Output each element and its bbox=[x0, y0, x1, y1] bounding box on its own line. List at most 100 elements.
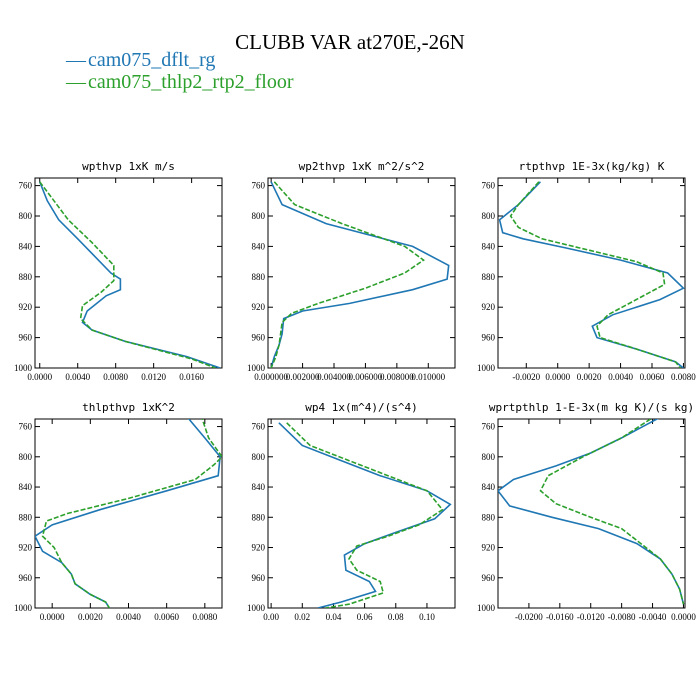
x-tick-label: 0.002000 bbox=[286, 372, 320, 382]
y-tick-label: 960 bbox=[482, 573, 496, 583]
x-tick-label: 0.0060 bbox=[640, 372, 665, 382]
y-tick-label: 840 bbox=[252, 482, 266, 492]
y-tick-label: 920 bbox=[19, 302, 33, 312]
y-tick-label: 760 bbox=[252, 422, 266, 432]
series-line-1 bbox=[38, 181, 221, 368]
y-tick-label: 760 bbox=[19, 422, 33, 432]
series-line-2 bbox=[39, 181, 216, 368]
x-tick-label: 0.0040 bbox=[608, 372, 633, 382]
x-tick-label: -0.0040 bbox=[639, 612, 667, 622]
legend: — cam075_dflt_rg — cam075_thlp2_rtp2_floor bbox=[66, 49, 294, 93]
legend-line-solid-icon: — bbox=[66, 49, 86, 71]
y-tick-label: 840 bbox=[482, 241, 496, 251]
panel-title: thlpthvp 1xK^2 bbox=[82, 401, 175, 414]
series-line-1 bbox=[498, 419, 685, 605]
x-tick-label: 0.004000 bbox=[317, 372, 351, 382]
x-tick-label: -0.0120 bbox=[577, 612, 605, 622]
panel-frame bbox=[267, 418, 456, 609]
x-tick-label: -0.0080 bbox=[608, 612, 636, 622]
y-tick-label: 840 bbox=[252, 241, 266, 251]
y-tick-label: 920 bbox=[482, 302, 496, 312]
y-tick-label: 880 bbox=[252, 272, 266, 282]
y-tick-label: 880 bbox=[482, 512, 496, 522]
y-tick-label: 920 bbox=[19, 543, 33, 553]
y-tick-label: 920 bbox=[482, 543, 496, 553]
x-tick-label: 0.0000 bbox=[27, 372, 52, 382]
x-tick-label: 0.0000 bbox=[671, 612, 696, 622]
y-tick-label: 800 bbox=[252, 452, 266, 462]
y-tick-label: 880 bbox=[19, 272, 33, 282]
panel-frame bbox=[497, 177, 686, 369]
series-line-2 bbox=[270, 181, 425, 368]
x-tick-label: 0.10 bbox=[419, 612, 435, 622]
series-line-1 bbox=[498, 181, 685, 368]
series-line-1 bbox=[278, 422, 452, 608]
x-tick-label: -0.0160 bbox=[546, 612, 574, 622]
figure-title: CLUBB VAR at270E,-26N bbox=[235, 30, 465, 54]
x-tick-label: -0.0200 bbox=[515, 612, 543, 622]
y-tick-label: 760 bbox=[252, 181, 266, 191]
panel-frame bbox=[34, 177, 223, 369]
panel-title: wprtpthlp 1-E-3x(m kg K)/(s kg) bbox=[489, 401, 694, 414]
x-tick-label: 0.0160 bbox=[179, 372, 204, 382]
panel-frame bbox=[497, 418, 686, 609]
series-line-2 bbox=[539, 419, 685, 605]
x-tick-label: 0.02 bbox=[294, 612, 310, 622]
x-tick-label: 0.0040 bbox=[65, 372, 90, 382]
panel-6: wprtpthlp 1-E-3x(m kg K)/(s kg) 760 800 840… bbox=[477, 401, 696, 622]
y-tick-label: 800 bbox=[19, 211, 33, 221]
y-tick-label: 960 bbox=[482, 333, 496, 343]
y-tick-label: 960 bbox=[19, 333, 33, 343]
x-tick-label: 0.0080 bbox=[192, 612, 217, 622]
panel-1: wpthvp 1xK m/s76080084088092096010000.00… bbox=[14, 160, 223, 382]
y-tick-label: 840 bbox=[19, 241, 33, 251]
panel-5: wp4 1x(m^4)/(s^4)76080084088092096010000… bbox=[247, 401, 456, 622]
panel-title: wpthvp 1xK m/s bbox=[82, 160, 175, 173]
y-tick-label: 800 bbox=[482, 452, 496, 462]
series-line-1 bbox=[35, 419, 221, 608]
y-tick-label: 880 bbox=[19, 512, 33, 522]
y-tick-label: 760 bbox=[19, 181, 33, 191]
panel-frame bbox=[267, 177, 456, 369]
x-tick-label: 0.0000 bbox=[40, 612, 65, 622]
legend-label-1: cam075_dflt_rg bbox=[88, 49, 216, 71]
y-tick-label: 800 bbox=[252, 211, 266, 221]
series-line-2 bbox=[41, 419, 222, 608]
y-tick-label: 840 bbox=[482, 482, 496, 492]
x-tick-label: 0.0080 bbox=[671, 372, 696, 382]
y-tick-label: 880 bbox=[482, 272, 496, 282]
y-tick-label: 960 bbox=[252, 333, 266, 343]
y-tick-label: 1000 bbox=[477, 363, 496, 373]
x-tick-label: 0.00 bbox=[263, 612, 279, 622]
x-tick-label: 0.0060 bbox=[154, 612, 179, 622]
series-line-2 bbox=[509, 181, 681, 368]
x-tick-label: 0.0120 bbox=[141, 372, 166, 382]
x-tick-label: 0.06 bbox=[357, 612, 373, 622]
panel-title: wp2thvp 1xK m^2/s^2 bbox=[299, 160, 425, 173]
x-tick-label: 0.0020 bbox=[577, 372, 602, 382]
y-tick-label: 760 bbox=[482, 181, 496, 191]
series-line-2 bbox=[286, 422, 444, 608]
y-tick-label: 880 bbox=[252, 512, 266, 522]
y-tick-label: 1000 bbox=[477, 603, 496, 613]
x-tick-label: 0.010000 bbox=[411, 372, 445, 382]
panel-2: wp2thvp 1xK m^2/s^2 760 800 840 880 920 960 100… bbox=[247, 160, 456, 382]
y-tick-label: 920 bbox=[252, 543, 266, 553]
y-tick-label: 760 bbox=[482, 422, 496, 432]
x-tick-label: 0.000000 bbox=[254, 372, 288, 382]
y-tick-label: 800 bbox=[19, 452, 33, 462]
x-tick-label: 0.08 bbox=[388, 612, 404, 622]
x-tick-label: 0.006000 bbox=[349, 372, 383, 382]
y-tick-label: 1000 bbox=[14, 603, 33, 613]
y-tick-label: 840 bbox=[19, 482, 33, 492]
series-line-1 bbox=[270, 181, 450, 368]
x-tick-label: 0.0080 bbox=[103, 372, 128, 382]
legend-line-dashed-icon: — bbox=[66, 71, 86, 93]
legend-entry-1: — cam075_dflt_rg bbox=[66, 49, 294, 71]
y-tick-label: 800 bbox=[482, 211, 496, 221]
x-tick-label: 0.0020 bbox=[78, 612, 103, 622]
x-tick-label: 0.0000 bbox=[545, 372, 570, 382]
x-tick-label: 0.008000 bbox=[380, 372, 414, 382]
panel-title: rtpthvp 1E-3x(kg/kg) K bbox=[519, 160, 665, 173]
